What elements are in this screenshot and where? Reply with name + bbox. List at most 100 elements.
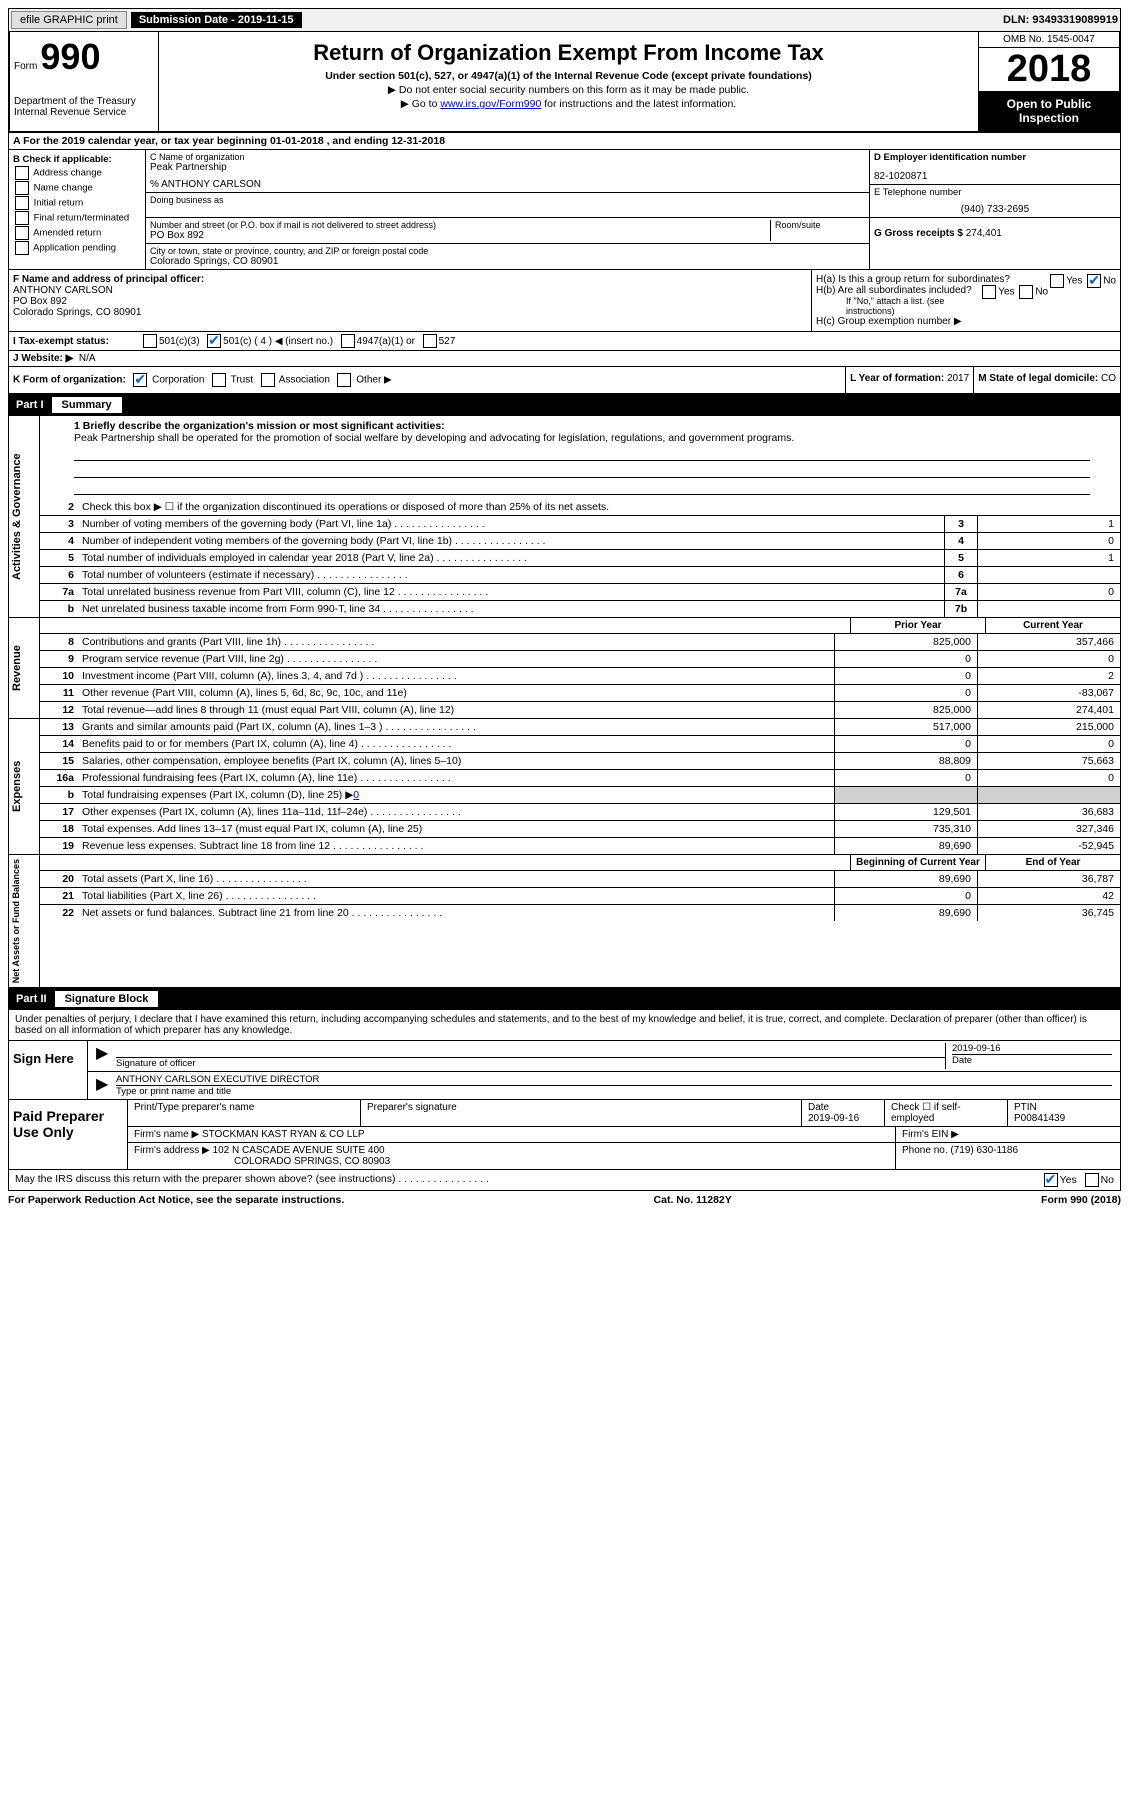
column-d: D Employer identification number 82-1020… bbox=[870, 150, 1120, 269]
ein-value: 82-1020871 bbox=[874, 171, 1116, 182]
form-number: 990 bbox=[40, 36, 100, 77]
city-state-zip: Colorado Springs, CO 80901 bbox=[150, 256, 865, 267]
top-bar: efile GRAPHIC print Submission Date - 20… bbox=[8, 8, 1121, 32]
firm-phone: Phone no. (719) 630-1186 bbox=[896, 1143, 1120, 1169]
hc-row: H(c) Group exemption number ▶ bbox=[816, 316, 1116, 327]
perjury-statement: Under penalties of perjury, I declare th… bbox=[9, 1010, 1120, 1040]
line-7b: Net unrelated business taxable income fr… bbox=[78, 601, 944, 617]
paid-preparer-label: Paid Preparer Use Only bbox=[9, 1100, 128, 1169]
part-2-header: Part II Signature Block bbox=[8, 988, 1121, 1010]
cb-4947[interactable] bbox=[341, 334, 355, 348]
officer-printed-name: ANTHONY CARLSON EXECUTIVE DIRECTOR bbox=[116, 1074, 1112, 1085]
self-employed: Check ☐ if self-employed bbox=[885, 1100, 1008, 1126]
cat-no: Cat. No. 11282Y bbox=[654, 1194, 732, 1206]
date-label: Date bbox=[952, 1054, 1112, 1066]
summary-expenses: Expenses 13Grants and similar amounts pa… bbox=[8, 719, 1121, 855]
col-end: End of Year bbox=[985, 855, 1120, 870]
cb-final-return[interactable]: Final return/terminated bbox=[13, 211, 141, 225]
officer-addr2: Colorado Springs, CO 80901 bbox=[13, 307, 141, 318]
form-subtitle: Under section 501(c), 527, or 4947(a)(1)… bbox=[167, 70, 970, 82]
ssn-note: ▶ Do not enter social security numbers o… bbox=[167, 84, 970, 96]
hb-note: If "No," attach a list. (see instruction… bbox=[816, 296, 1116, 316]
form-title: Return of Organization Exempt From Incom… bbox=[167, 40, 970, 66]
cb-pending[interactable]: Application pending bbox=[13, 241, 141, 255]
irs-link[interactable]: www.irs.gov/Form990 bbox=[440, 98, 541, 110]
efile-button[interactable]: efile GRAPHIC print bbox=[11, 11, 127, 29]
gross-label: G Gross receipts $ bbox=[874, 228, 966, 239]
cb-501c3[interactable] bbox=[143, 334, 157, 348]
line-12: Total revenue—add lines 8 through 11 (mu… bbox=[78, 702, 834, 718]
mission-q: 1 Briefly describe the organization's mi… bbox=[74, 420, 445, 432]
side-expenses: Expenses bbox=[9, 719, 40, 854]
line-16b: Total fundraising expenses (Part IX, col… bbox=[78, 787, 834, 803]
website-note: ▶ Go to www.irs.gov/Form990 for instruct… bbox=[167, 98, 970, 110]
firm-ein: Firm's EIN ▶ bbox=[896, 1127, 1120, 1142]
tax-year: 2018 bbox=[979, 48, 1119, 91]
street-address: PO Box 892 bbox=[150, 230, 770, 241]
tel-label: E Telephone number bbox=[874, 187, 1116, 198]
column-b: B Check if applicable: Address change Na… bbox=[9, 150, 146, 269]
cb-assoc[interactable] bbox=[261, 373, 275, 387]
line-9: Program service revenue (Part VIII, line… bbox=[78, 651, 834, 667]
line-7a: Total unrelated business revenue from Pa… bbox=[78, 584, 944, 600]
group-return-block: H(a) Is this a group return for subordin… bbox=[812, 270, 1120, 331]
public-inspection: Open to Public Inspection bbox=[979, 91, 1119, 131]
officer-addr1: PO Box 892 bbox=[13, 296, 67, 307]
officer-sig-label: Signature of officer bbox=[116, 1057, 945, 1069]
side-governance: Activities & Governance bbox=[9, 416, 40, 617]
ha-row: H(a) Is this a group return for subordin… bbox=[816, 274, 1116, 285]
cb-501c[interactable] bbox=[207, 334, 221, 348]
care-of: % ANTHONY CARLSON bbox=[150, 179, 865, 190]
name-title-label: Type or print name and title bbox=[116, 1085, 1112, 1097]
line-16a: Professional fundraising fees (Part IX, … bbox=[78, 770, 834, 786]
principal-officer: F Name and address of principal officer:… bbox=[9, 270, 812, 331]
form-prefix: Form bbox=[14, 61, 37, 72]
line-10: Investment income (Part VIII, column (A)… bbox=[78, 668, 834, 684]
part-1-header: Part I Summary bbox=[8, 394, 1121, 416]
cb-discuss-yes[interactable] bbox=[1044, 1173, 1058, 1187]
row-f-h: F Name and address of principal officer:… bbox=[8, 270, 1121, 332]
col-prior: Prior Year bbox=[850, 618, 985, 633]
line-2: Check this box ▶ ☐ if the organization d… bbox=[78, 499, 1120, 515]
ptin: PTINP00841439 bbox=[1008, 1100, 1120, 1126]
column-c: C Name of organization Peak Partnership … bbox=[146, 150, 870, 269]
cb-address-change[interactable]: Address change bbox=[13, 166, 141, 180]
cb-527[interactable] bbox=[423, 334, 437, 348]
line-21: Total liabilities (Part X, line 26) bbox=[78, 888, 834, 904]
cb-trust[interactable] bbox=[212, 373, 226, 387]
prep-name-label: Print/Type preparer's name bbox=[128, 1100, 361, 1126]
identity-block: B Check if applicable: Address change Na… bbox=[8, 150, 1121, 270]
state-domicile: M State of legal domicile: CO bbox=[974, 367, 1120, 393]
tel-value: (940) 733-2695 bbox=[874, 204, 1116, 215]
cb-discuss-no[interactable] bbox=[1085, 1173, 1099, 1187]
col-current: Current Year bbox=[985, 618, 1120, 633]
cb-corp[interactable] bbox=[133, 373, 147, 387]
city-label: City or town, state or province, country… bbox=[150, 246, 865, 256]
cb-initial-return[interactable]: Initial return bbox=[13, 196, 141, 210]
summary-revenue: Revenue Prior YearCurrent Year 8Contribu… bbox=[8, 618, 1121, 719]
side-revenue: Revenue bbox=[9, 618, 40, 718]
side-netassets: Net Assets or Fund Balances bbox=[9, 855, 40, 987]
omb-number: OMB No. 1545-0047 bbox=[979, 32, 1119, 48]
col-b-header: B Check if applicable: bbox=[13, 154, 141, 165]
org-name-label: C Name of organization bbox=[150, 152, 865, 162]
gross-value: 274,401 bbox=[966, 228, 1002, 239]
form-of-org: K Form of organization: Corporation Trus… bbox=[9, 367, 846, 393]
line-18: Total expenses. Add lines 13–17 (must eq… bbox=[78, 821, 834, 837]
preparer-block: Paid Preparer Use Only Print/Type prepar… bbox=[8, 1100, 1121, 1170]
cb-name-change[interactable]: Name change bbox=[13, 181, 141, 195]
year-formation: L Year of formation: 2017 bbox=[846, 367, 974, 393]
cb-amended[interactable]: Amended return bbox=[13, 226, 141, 240]
ein-label: D Employer identification number bbox=[874, 152, 1116, 163]
discuss-row: May the IRS discuss this return with the… bbox=[8, 1170, 1121, 1191]
mission-text: Peak Partnership shall be operated for t… bbox=[74, 432, 794, 444]
sig-date: 2019-09-16 bbox=[952, 1043, 1112, 1054]
line-15: Salaries, other compensation, employee b… bbox=[78, 753, 834, 769]
officer-name: ANTHONY CARLSON bbox=[13, 285, 113, 296]
dept-treasury: Department of the Treasury bbox=[14, 96, 154, 107]
cb-other[interactable] bbox=[337, 373, 351, 387]
line-5: Total number of individuals employed in … bbox=[78, 550, 944, 566]
dept-irs: Internal Revenue Service bbox=[14, 107, 154, 118]
line-8: Contributions and grants (Part VIII, lin… bbox=[78, 634, 834, 650]
arrow-icon: ▶ bbox=[96, 1074, 116, 1097]
